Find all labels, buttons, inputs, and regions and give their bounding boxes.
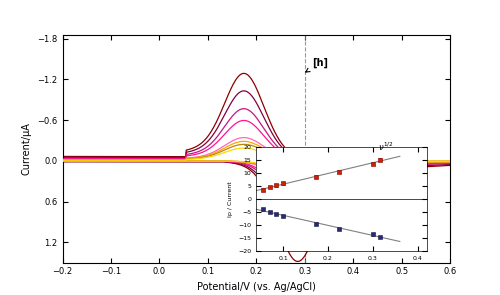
X-axis label: Potential/V (vs. Ag/AgCl): Potential/V (vs. Ag/AgCl) — [197, 282, 316, 292]
Y-axis label: Current/μA: Current/μA — [22, 122, 32, 176]
Text: [a]: [a] — [282, 150, 298, 160]
Text: [h]: [h] — [306, 58, 328, 72]
Y-axis label: Ip / Current: Ip / Current — [228, 181, 232, 217]
Text: $\nu^{1/2}$: $\nu^{1/2}$ — [378, 140, 394, 153]
